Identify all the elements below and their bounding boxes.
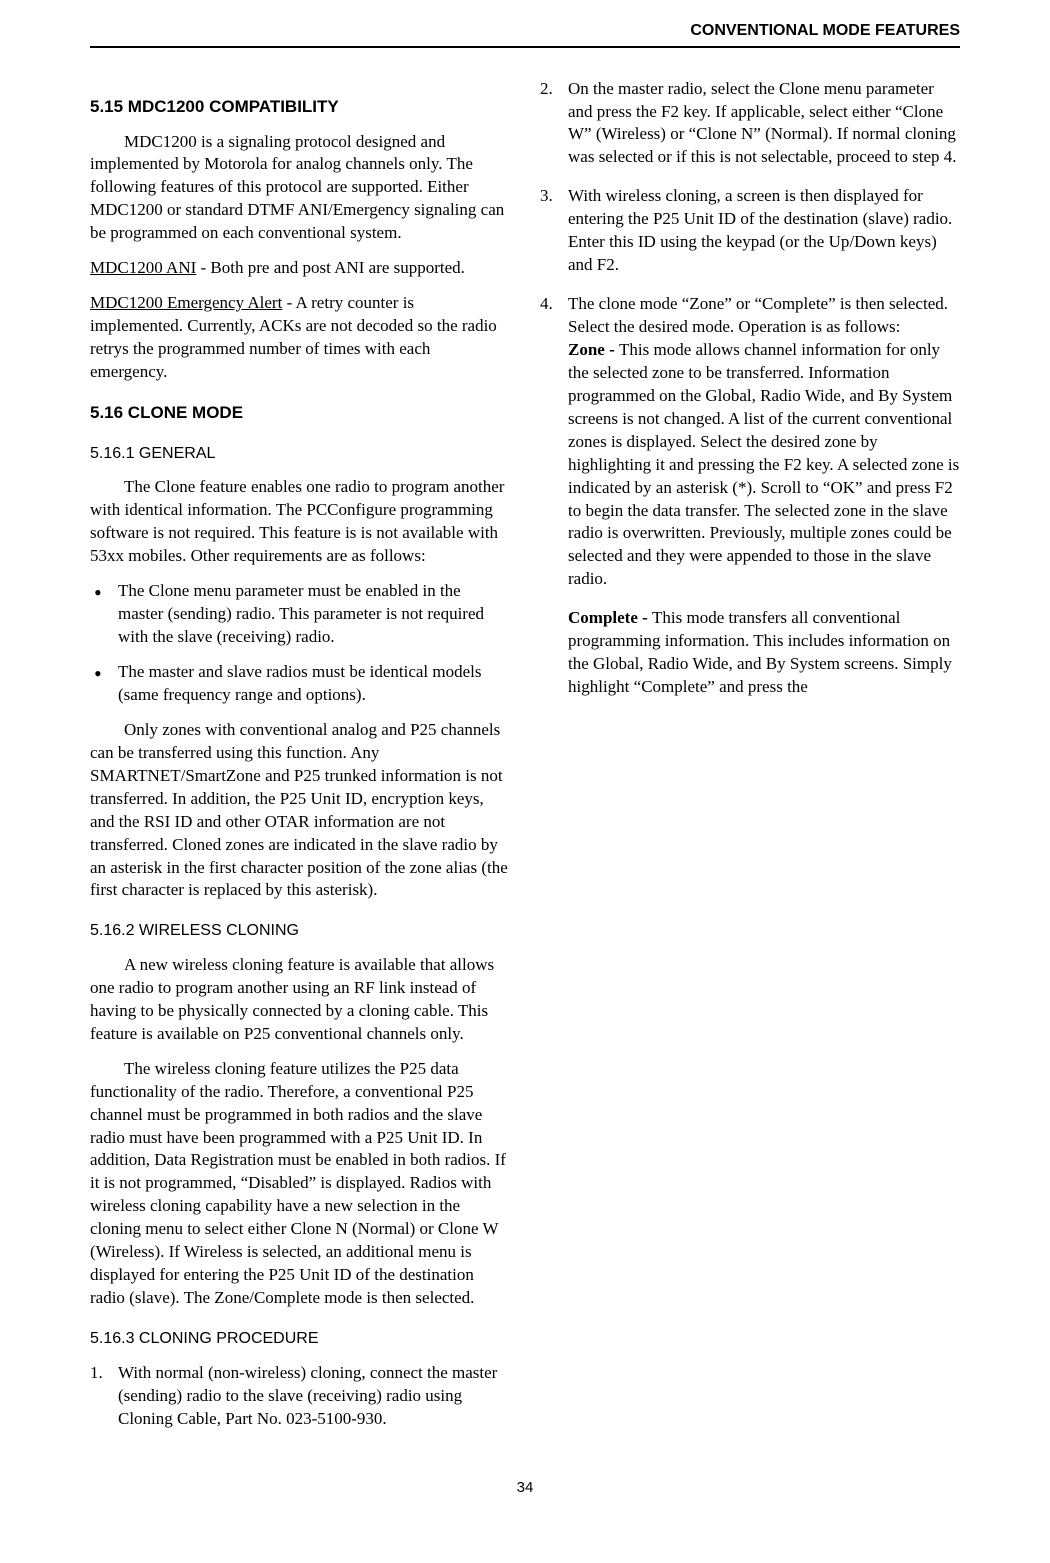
content-columns: 5.15 MDC1200 COMPATIBILITY MDC1200 is a … [90, 78, 960, 1458]
step-text: The clone mode “Zone” or “Complete” is t… [568, 294, 948, 336]
complete-mode-description: Complete - This mode transfers all conve… [540, 607, 960, 699]
section-5161-p2: Only zones with conventional analog and … [90, 719, 510, 903]
mdc1200-ani: MDC1200 ANI - Both pre and post ANI are … [90, 257, 510, 280]
section-5161-p1: The Clone feature enables one radio to p… [90, 476, 510, 568]
clone-req-item-1: The Clone menu parameter must be enabled… [90, 580, 510, 649]
step-number: 1. [90, 1362, 103, 1385]
procedure-step-4: 4. The clone mode “Zone” or “Complete” is… [540, 293, 960, 339]
zone-text: This mode allows channel information for… [568, 340, 959, 588]
page-header: CONVENTIONAL MODE FEATURES [90, 20, 960, 48]
section-516-heading: 5.16 CLONE MODE [90, 402, 510, 425]
section-5162-p2: The wireless cloning feature utilizes th… [90, 1058, 510, 1310]
page-number: 34 [90, 1478, 960, 1498]
clone-req-item-2: The master and slave radios must be iden… [90, 661, 510, 707]
mdc1200-ani-label: MDC1200 ANI [90, 258, 196, 277]
step-text: On the master radio, select the Clone me… [568, 79, 957, 167]
section-5161-heading: 5.16.1 GENERAL [90, 443, 510, 465]
step-text: With normal (non-wireless) cloning, conn… [118, 1363, 497, 1428]
complete-label: Complete - [568, 608, 652, 627]
mdc1200-ani-text: - Both pre and post ANI are supported. [196, 258, 465, 277]
mdc1200-emg-label: MDC1200 Emergency Alert [90, 293, 282, 312]
mdc1200-emergency: MDC1200 Emergency Alert - A retry counte… [90, 292, 510, 384]
step-number: 3. [540, 185, 553, 208]
procedure-step-3: 3. With wireless cloning, a screen is the… [540, 185, 960, 277]
section-515-p1: MDC1200 is a signaling protocol designed… [90, 131, 510, 246]
step-number: 4. [540, 293, 553, 316]
section-515-heading: 5.15 MDC1200 COMPATIBILITY [90, 96, 510, 119]
clone-requirements-list: The Clone menu parameter must be enabled… [90, 580, 510, 707]
step-number: 2. [540, 78, 553, 101]
zone-mode-description: Zone - This mode allows channel informat… [540, 339, 960, 591]
header-title: CONVENTIONAL MODE FEATURES [690, 22, 960, 39]
section-5163-heading: 5.16.3 CLONING PROCEDURE [90, 1328, 510, 1350]
procedure-step-1: 1. With normal (non-wireless) cloning, co… [90, 1362, 510, 1431]
section-5162-heading: 5.16.2 WIRELESS CLONING [90, 920, 510, 942]
zone-label: Zone - [568, 340, 619, 359]
section-5162-p1: A new wireless cloning feature is availa… [90, 954, 510, 1046]
procedure-step-2: 2. On the master radio, select the Clone … [540, 78, 960, 170]
step-text: With wireless cloning, a screen is then … [568, 186, 952, 274]
